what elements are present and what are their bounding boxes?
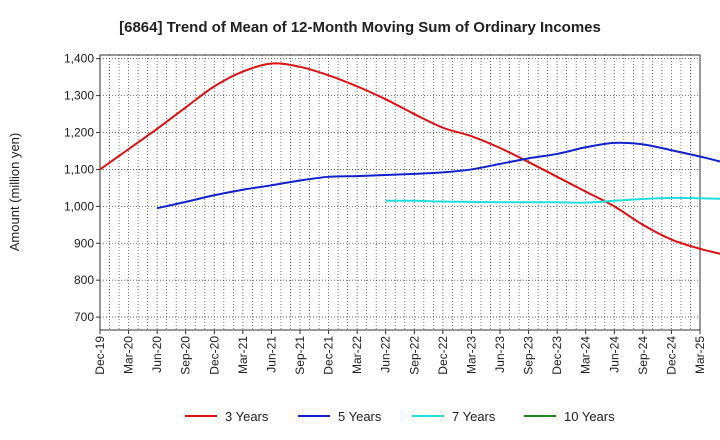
y-tick-label: 1,300 xyxy=(64,89,94,103)
x-axis-ticks: Dec-19 Mar-20 Jun-20 Sep-20 Dec-20 Mar-21 Jun-… xyxy=(93,330,707,375)
series-line-5-years xyxy=(156,141,720,210)
x-tick-label: Mar-25 xyxy=(693,336,707,374)
series-line-7-years xyxy=(385,196,720,204)
x-tick-label: Sep-22 xyxy=(407,336,421,375)
x-tick-label: Sep-23 xyxy=(522,336,536,375)
legend-label: 5 Years xyxy=(338,409,382,424)
legend: 3 Years 5 Years 7 Years 10 Years xyxy=(185,409,615,424)
legend-label: 7 Years xyxy=(452,409,496,424)
y-tick-label: 1,100 xyxy=(64,162,94,176)
x-tick-label: Mar-21 xyxy=(236,336,250,374)
x-tick-label: Sep-24 xyxy=(636,336,650,375)
x-tick-label: Jun-24 xyxy=(607,336,621,373)
grid-lines xyxy=(100,55,700,330)
y-axis-ticks: 700 800 900 1,000 1,100 1,200 1,300 1,400 xyxy=(64,52,100,324)
x-tick-label: Sep-21 xyxy=(293,336,307,375)
y-tick-label: 1,400 xyxy=(64,52,94,66)
y-tick-label: 1,200 xyxy=(64,126,94,140)
x-tick-label: Mar-20 xyxy=(122,336,136,374)
y-tick-label: 900 xyxy=(74,236,94,250)
y-axis-label: Amount (million yen) xyxy=(7,133,22,252)
x-tick-label: Dec-24 xyxy=(664,336,678,375)
x-tick-label: Dec-21 xyxy=(322,336,336,375)
plot-area xyxy=(99,54,701,331)
x-tick-label: Jun-23 xyxy=(493,336,507,373)
x-tick-label: Mar-24 xyxy=(579,336,593,374)
x-tick-label: Dec-19 xyxy=(93,336,107,375)
legend-label: 10 Years xyxy=(564,409,615,424)
x-tick-label: Dec-20 xyxy=(207,336,221,375)
y-tick-label: 1,000 xyxy=(64,199,94,213)
x-tick-label: Mar-23 xyxy=(464,336,478,374)
x-tick-label: Jun-20 xyxy=(150,336,164,373)
x-tick-label: Dec-23 xyxy=(550,336,564,375)
y-tick-label: 700 xyxy=(74,310,94,324)
x-tick-label: Jun-22 xyxy=(379,336,393,373)
x-tick-label: Sep-20 xyxy=(179,336,193,375)
series-group xyxy=(99,62,720,255)
legend-label: 3 Years xyxy=(225,409,269,424)
x-tick-label: Mar-22 xyxy=(350,336,364,374)
series-line-3-years xyxy=(99,62,720,255)
y-tick-label: 800 xyxy=(74,273,94,287)
x-tick-label: Dec-22 xyxy=(436,336,450,375)
x-tick-label: Jun-21 xyxy=(264,336,278,373)
chart-title: [6864] Trend of Mean of 12-Month Moving … xyxy=(119,19,601,36)
